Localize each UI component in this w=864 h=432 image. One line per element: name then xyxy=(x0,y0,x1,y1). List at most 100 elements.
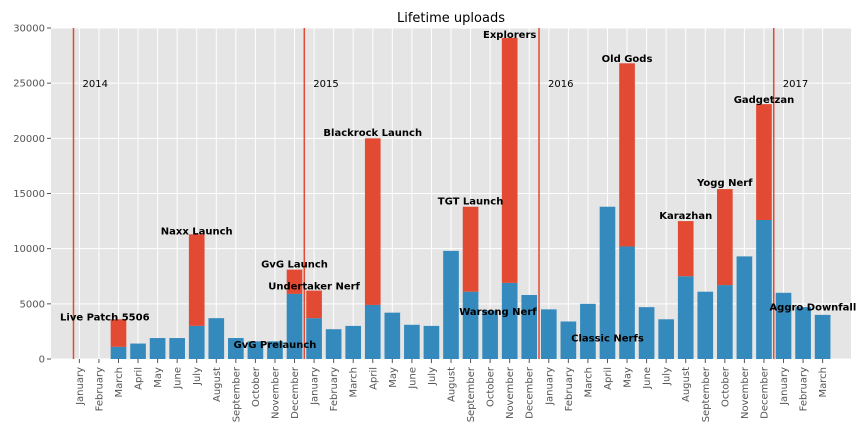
x-tick-label: February xyxy=(799,367,810,411)
year-marker-label: 2016 xyxy=(548,79,573,90)
x-tick-label: March xyxy=(583,367,594,397)
x-tick-label: June xyxy=(407,367,418,390)
bar-segment-series-0 xyxy=(775,292,792,359)
x-tick-label: July xyxy=(662,367,673,386)
bar-segment-series-1 xyxy=(619,63,635,247)
bar-segment-series-0 xyxy=(130,343,146,359)
x-tick-label: October xyxy=(720,366,731,407)
year-marker-label: 2014 xyxy=(82,79,107,90)
x-tick-label: October xyxy=(251,366,262,407)
x-tick-label: September xyxy=(466,366,477,422)
annotation-label: Naxx Launch xyxy=(161,226,233,237)
bar-segment-series-1 xyxy=(364,138,381,305)
bar-segment-series-1 xyxy=(286,269,303,294)
chart-title: Lifetime uploads xyxy=(397,11,505,26)
annotation-label: Old Gods xyxy=(602,54,653,65)
y-tick-label: 10000 xyxy=(13,244,45,255)
bar-segment-series-0 xyxy=(560,321,577,359)
x-tick-label: May xyxy=(388,367,399,388)
bar-segment-series-1 xyxy=(677,221,694,277)
bar-segment-series-0 xyxy=(658,319,674,359)
year-markers: 2014 2015 2016 2017 xyxy=(72,28,808,359)
annotation-label: GvG Launch xyxy=(261,259,328,270)
bar-segment-series-0 xyxy=(736,256,753,359)
x-tick-label: February xyxy=(564,367,575,411)
x-tick-label: August xyxy=(681,367,692,402)
x-tick-label: April xyxy=(134,367,145,390)
annotation-label: Undertaker Nerf xyxy=(268,281,360,292)
x-tick-label: December xyxy=(290,366,301,419)
x-tick-label: January xyxy=(544,367,555,406)
y-tick-label: 5000 xyxy=(20,299,45,310)
bar-segment-series-1 xyxy=(188,234,205,326)
y-tick-label: 25000 xyxy=(13,79,45,90)
bar-segment-series-0 xyxy=(795,307,811,359)
bar-segment-series-0 xyxy=(149,338,166,359)
x-tick-label: February xyxy=(329,367,340,411)
bar-segment-series-0 xyxy=(599,206,616,359)
annotation-label: TGT Launch xyxy=(438,197,504,208)
x-tick-label: September xyxy=(231,366,242,422)
x-tick-label: September xyxy=(701,366,712,422)
annotation-label: Gadgetzan xyxy=(734,95,795,106)
x-tick-label: April xyxy=(368,367,379,390)
x-tick-label: March xyxy=(114,367,125,397)
x-tick-label: March xyxy=(818,367,829,397)
annotation-label: Blackrock Launch xyxy=(323,128,422,139)
x-tick-label: January xyxy=(779,367,790,406)
bar-segment-series-0 xyxy=(364,304,381,359)
bar-segment-series-0 xyxy=(384,312,401,359)
bar-segment-series-0 xyxy=(677,276,694,359)
bar-segment-series-0 xyxy=(169,338,185,359)
bar-segment-series-0 xyxy=(619,246,635,359)
annotations: Live Patch 5506 Naxx Launch GvG Prelaunch G… xyxy=(60,30,856,351)
x-tick-label: October xyxy=(486,366,497,407)
x-tick-label: March xyxy=(349,367,360,397)
y-axis-ticks: 0 5000 10000 15000 20000 25000 30000 xyxy=(13,24,51,366)
bar-segment-series-0 xyxy=(814,314,831,359)
bar-segment-series-0 xyxy=(188,325,205,359)
x-tick-label: November xyxy=(270,366,281,419)
bar-segment-series-0 xyxy=(638,307,655,359)
x-tick-label: November xyxy=(740,366,751,419)
bar-segment-series-1 xyxy=(717,189,733,286)
bar-segment-series-1 xyxy=(501,37,518,283)
bar-segment-series-0 xyxy=(345,325,362,359)
annotation-label: Yogg Nerf xyxy=(696,178,753,189)
bar-segment-series-0 xyxy=(580,303,596,359)
x-tick-label: June xyxy=(173,367,184,390)
bar-segment-series-0 xyxy=(443,250,459,359)
annotation-label: Live Patch 5506 xyxy=(60,312,150,323)
annotation-label: Warsong Nerf xyxy=(459,307,537,318)
bar-segment-series-0 xyxy=(404,324,420,359)
bar-segment-series-0 xyxy=(540,309,557,359)
y-tick-label: 20000 xyxy=(13,134,45,145)
x-tick-label: July xyxy=(427,367,438,386)
bars xyxy=(110,37,831,359)
year-marker-label: 2015 xyxy=(313,79,338,90)
bar-segment-series-0 xyxy=(267,341,283,359)
bar-segment-series-0 xyxy=(482,310,498,359)
bar-segment-series-0 xyxy=(208,318,225,359)
bar-segment-series-0 xyxy=(717,285,733,359)
y-tick-label: 0 xyxy=(39,355,45,366)
annotation-label: Aggro Downfall xyxy=(769,302,856,313)
annotation-label: Karazhan xyxy=(659,211,712,222)
bar-segment-series-1 xyxy=(756,104,772,220)
bar-segment-series-1 xyxy=(306,290,322,319)
x-tick-label: July xyxy=(192,367,203,386)
annotation-label: Classic Nerfs xyxy=(571,333,644,344)
bar-segment-series-0 xyxy=(110,346,127,359)
bar-segment-series-0 xyxy=(462,291,479,359)
x-axis-ticks: January February March April May June July Augu… xyxy=(75,359,829,422)
x-tick-label: December xyxy=(525,366,536,419)
x-tick-label: November xyxy=(505,366,516,419)
x-tick-label: May xyxy=(623,367,634,388)
bar-segment-series-0 xyxy=(286,293,303,359)
bar-segment-series-0 xyxy=(521,295,538,359)
x-tick-label: February xyxy=(94,367,105,411)
x-tick-label: June xyxy=(642,367,653,390)
annotation-label: Explorers xyxy=(483,30,536,41)
x-tick-label: January xyxy=(75,367,86,406)
